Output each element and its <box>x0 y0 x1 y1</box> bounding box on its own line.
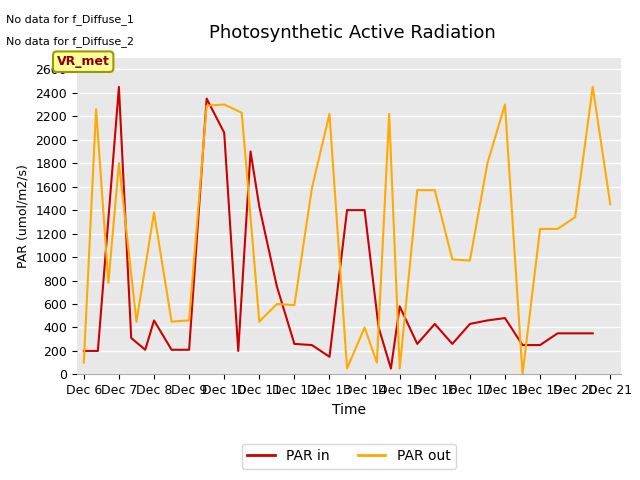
Text: VR_met: VR_met <box>57 55 109 68</box>
Text: No data for f_Diffuse_2: No data for f_Diffuse_2 <box>6 36 134 47</box>
Legend: PAR in, PAR out: PAR in, PAR out <box>242 444 456 469</box>
Text: No data for f_Diffuse_1: No data for f_Diffuse_1 <box>6 14 134 25</box>
Y-axis label: PAR (umol/m2/s): PAR (umol/m2/s) <box>17 164 29 268</box>
X-axis label: Time: Time <box>332 403 366 417</box>
Text: Photosynthetic Active Radiation: Photosynthetic Active Radiation <box>209 24 495 42</box>
